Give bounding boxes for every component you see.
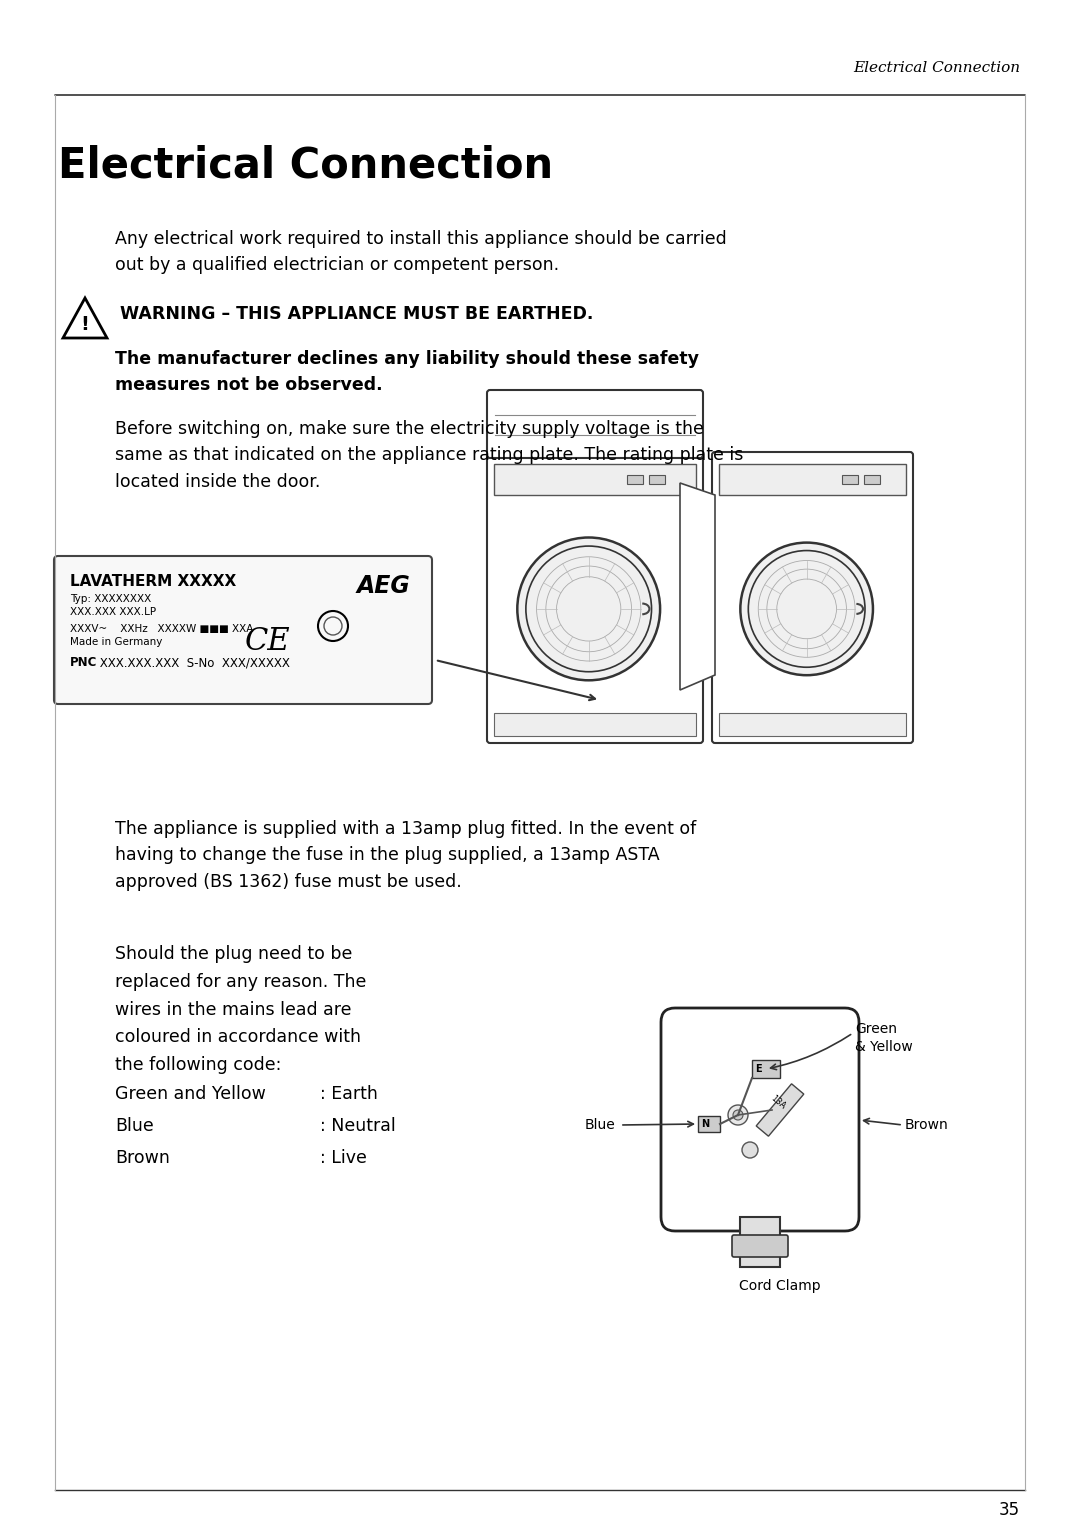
Text: CE: CE xyxy=(245,625,291,657)
Text: AEG: AEG xyxy=(356,573,410,598)
Bar xyxy=(626,474,643,483)
Text: E: E xyxy=(755,1064,761,1073)
Text: N: N xyxy=(701,1119,710,1128)
Polygon shape xyxy=(680,483,715,690)
Text: Electrical Connection: Electrical Connection xyxy=(853,61,1020,75)
Text: PNC: PNC xyxy=(70,656,97,670)
Circle shape xyxy=(742,1142,758,1157)
Text: : Earth: : Earth xyxy=(320,1086,378,1102)
Text: The manufacturer declines any liability should these safety
measures not be obse: The manufacturer declines any liability … xyxy=(114,350,699,394)
Bar xyxy=(740,1217,780,1268)
Bar xyxy=(698,1116,720,1131)
Text: The appliance is supplied with a 13amp plug fitted. In the event of
having to ch: The appliance is supplied with a 13amp p… xyxy=(114,820,697,891)
Text: Any electrical work required to install this appliance should be carried
out by : Any electrical work required to install … xyxy=(114,229,727,274)
Text: : Live: : Live xyxy=(320,1148,367,1167)
Text: Typ: XXXXXXXX: Typ: XXXXXXXX xyxy=(70,593,151,604)
Bar xyxy=(841,474,858,483)
Bar xyxy=(752,1060,780,1078)
Text: Cord Clamp: Cord Clamp xyxy=(739,1278,821,1294)
Text: !: ! xyxy=(81,315,90,333)
Text: WARNING – THIS APPLIANCE MUST BE EARTHED.: WARNING – THIS APPLIANCE MUST BE EARTHED… xyxy=(120,304,593,323)
Text: XXX.XXX XXX.LP: XXX.XXX XXX.LP xyxy=(70,607,157,618)
Text: Before switching on, make sure the electricity supply voltage is the
same as tha: Before switching on, make sure the elect… xyxy=(114,420,743,491)
Circle shape xyxy=(517,538,660,680)
Text: Made in Germany: Made in Germany xyxy=(70,638,162,647)
Bar xyxy=(494,713,696,735)
Polygon shape xyxy=(756,1084,804,1136)
FancyBboxPatch shape xyxy=(732,1235,788,1257)
FancyBboxPatch shape xyxy=(712,453,913,743)
Bar xyxy=(719,713,906,735)
Circle shape xyxy=(741,543,873,676)
Text: Green
& Yellow: Green & Yellow xyxy=(855,1021,913,1053)
Text: XXX.XXX.XXX  S-No  XXX/XXXXX: XXX.XXX.XXX S-No XXX/XXXXX xyxy=(96,656,289,670)
Bar xyxy=(864,474,880,483)
FancyBboxPatch shape xyxy=(661,1008,859,1231)
Text: XXXV~    XXHz   XXXXW ■■■ XXA: XXXV~ XXHz XXXXW ■■■ XXA xyxy=(70,624,254,635)
Text: Blue: Blue xyxy=(114,1118,153,1135)
Text: 35: 35 xyxy=(999,1501,1020,1518)
Circle shape xyxy=(733,1110,743,1121)
Circle shape xyxy=(728,1105,748,1125)
Bar xyxy=(648,474,664,483)
Text: 13A: 13A xyxy=(769,1093,787,1110)
FancyBboxPatch shape xyxy=(487,453,703,743)
Text: Should the plug need to be
replaced for any reason. The
wires in the mains lead : Should the plug need to be replaced for … xyxy=(114,945,366,1075)
Text: Brown: Brown xyxy=(114,1148,170,1167)
Text: Brown: Brown xyxy=(905,1118,948,1131)
FancyBboxPatch shape xyxy=(487,390,703,459)
Text: Green and Yellow: Green and Yellow xyxy=(114,1086,266,1102)
Bar xyxy=(719,463,906,495)
Text: LAVATHERM XXXXX: LAVATHERM XXXXX xyxy=(70,573,237,589)
Bar xyxy=(494,463,696,495)
Text: : Neutral: : Neutral xyxy=(320,1118,395,1135)
Text: Electrical Connection: Electrical Connection xyxy=(58,145,553,187)
FancyBboxPatch shape xyxy=(54,557,432,703)
Text: Blue: Blue xyxy=(584,1118,615,1131)
